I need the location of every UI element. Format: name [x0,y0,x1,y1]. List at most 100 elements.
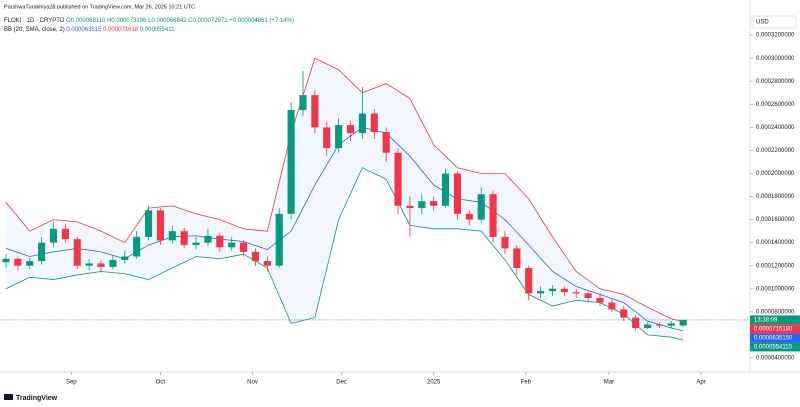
countdown: 13:38:09 [754,318,778,324]
x-tick-label: Oct [156,380,166,386]
candle-body [216,235,224,248]
candle-body [560,288,568,293]
y-tick-label: 0.0003200000 [756,33,795,39]
y-tick-label: 0.0001600000 [756,217,795,223]
header-item: L0.000066842 [148,18,187,24]
candle-body [394,152,402,206]
candle-body [121,256,129,260]
candle-body [525,268,533,294]
candle-body [620,309,628,318]
header-item: O0.000068110 [66,18,106,24]
x-tick-label: Dec [336,380,347,386]
candle-body [192,242,200,245]
candle-body [679,319,687,326]
candle-body [453,173,462,214]
x-tick-label: Nov [247,380,258,386]
y-tick-label: 0.0003000000 [756,56,795,62]
candle-body [287,110,295,214]
candle-body [430,201,438,206]
candle-body [382,131,390,153]
y-tick-label: 0.0002800000 [756,79,795,85]
candle-body [240,242,248,252]
y-tick-label: 0.0001200000 [756,263,795,269]
candle-body [346,125,355,134]
candle-body [667,323,675,326]
y-tick-label: 0.0001400000 [756,240,795,246]
candle-body [406,205,414,209]
price-label: 0.0000554110 [754,345,793,351]
y-tick-label: 0.0002200000 [756,148,795,154]
x-tick-label: Sep [66,380,77,386]
candle-body [489,194,497,237]
x-tick-label: Mar [604,380,614,386]
symbol-line: FLOKI · 1D · CRYPTO O0.000068110 H0.0000… [4,18,294,24]
header-item: BB (20, SMA, close, 2) [4,27,65,33]
candle-body [632,317,640,328]
candle-body [2,258,10,263]
currency-box [751,15,797,29]
band-upper [5,57,684,322]
price-label-box [750,342,800,352]
y-tick-label: 0.0002400000 [756,125,795,131]
logo: TradingView [4,394,58,402]
indicator-line: BB (20, SMA, close, 2) 0.000063515 0.000… [4,27,175,33]
logo-mark [4,394,13,400]
candle-body [370,113,378,132]
y-tick-label: 0.0000800000 [756,309,795,315]
header-item: +0.000004861 (+7.14%) [229,18,294,24]
candle-body [311,95,319,128]
candle-body [61,228,69,240]
candle-body [251,251,260,262]
price-label-box [750,324,800,334]
candle-body [572,292,580,294]
price-label: 0.0000635150 [754,336,793,342]
y-tick-label: 0.0002000000 [756,171,795,177]
y-tick-label: 0.0001000000 [756,286,795,292]
candle-body [180,231,188,245]
candle-body [156,210,164,241]
header-item: 0.000063515 [66,27,102,33]
header-item: H0.000073196 [107,18,147,24]
candle-body [14,258,22,266]
y-tick-label: 0.0002600000 [756,102,795,108]
header-item: C0.000072971 [188,18,228,24]
candle-body [38,242,46,262]
candle-body [133,236,141,257]
candle-body [49,228,58,243]
candle-body [228,242,236,248]
candle-body [441,173,450,206]
y-tick-label: 0.0000400000 [756,356,795,362]
candle-body [323,127,331,149]
x-tick-label: 2025 [427,380,441,386]
price-label-box [750,333,800,343]
candle-body [548,288,557,292]
candle-body [299,95,307,111]
y-tick-label: 0.0001800000 [756,194,795,200]
candle-body [204,235,212,243]
band-lower [5,167,684,341]
x-tick-label: Apr [696,380,705,386]
candle-body [418,201,426,209]
candle-body [465,213,473,220]
band-fill [5,58,684,341]
candle-body [85,263,93,266]
x-tick-label: Feb [521,380,532,386]
header-item: 0.000055411 [140,27,175,33]
candle-body [263,261,271,266]
candle-body [643,324,652,328]
candle-body [26,261,34,266]
author: ParshwaTurakhiya28 published on TradingV… [4,4,195,10]
price-label: 0.0000716180 [754,327,793,333]
candle-body [596,297,604,303]
logo-text: TradingView [16,395,58,402]
candle-body [73,239,81,266]
candle-body [109,259,117,267]
candle-body [584,293,592,298]
candle-body [97,263,105,267]
candle-body [537,291,545,294]
candle-body [168,231,176,241]
header-item: FLOKI · 1D · CRYPTO [4,18,65,24]
candle-body [655,324,663,326]
currency: USD [756,20,769,26]
candle-body [144,210,153,237]
